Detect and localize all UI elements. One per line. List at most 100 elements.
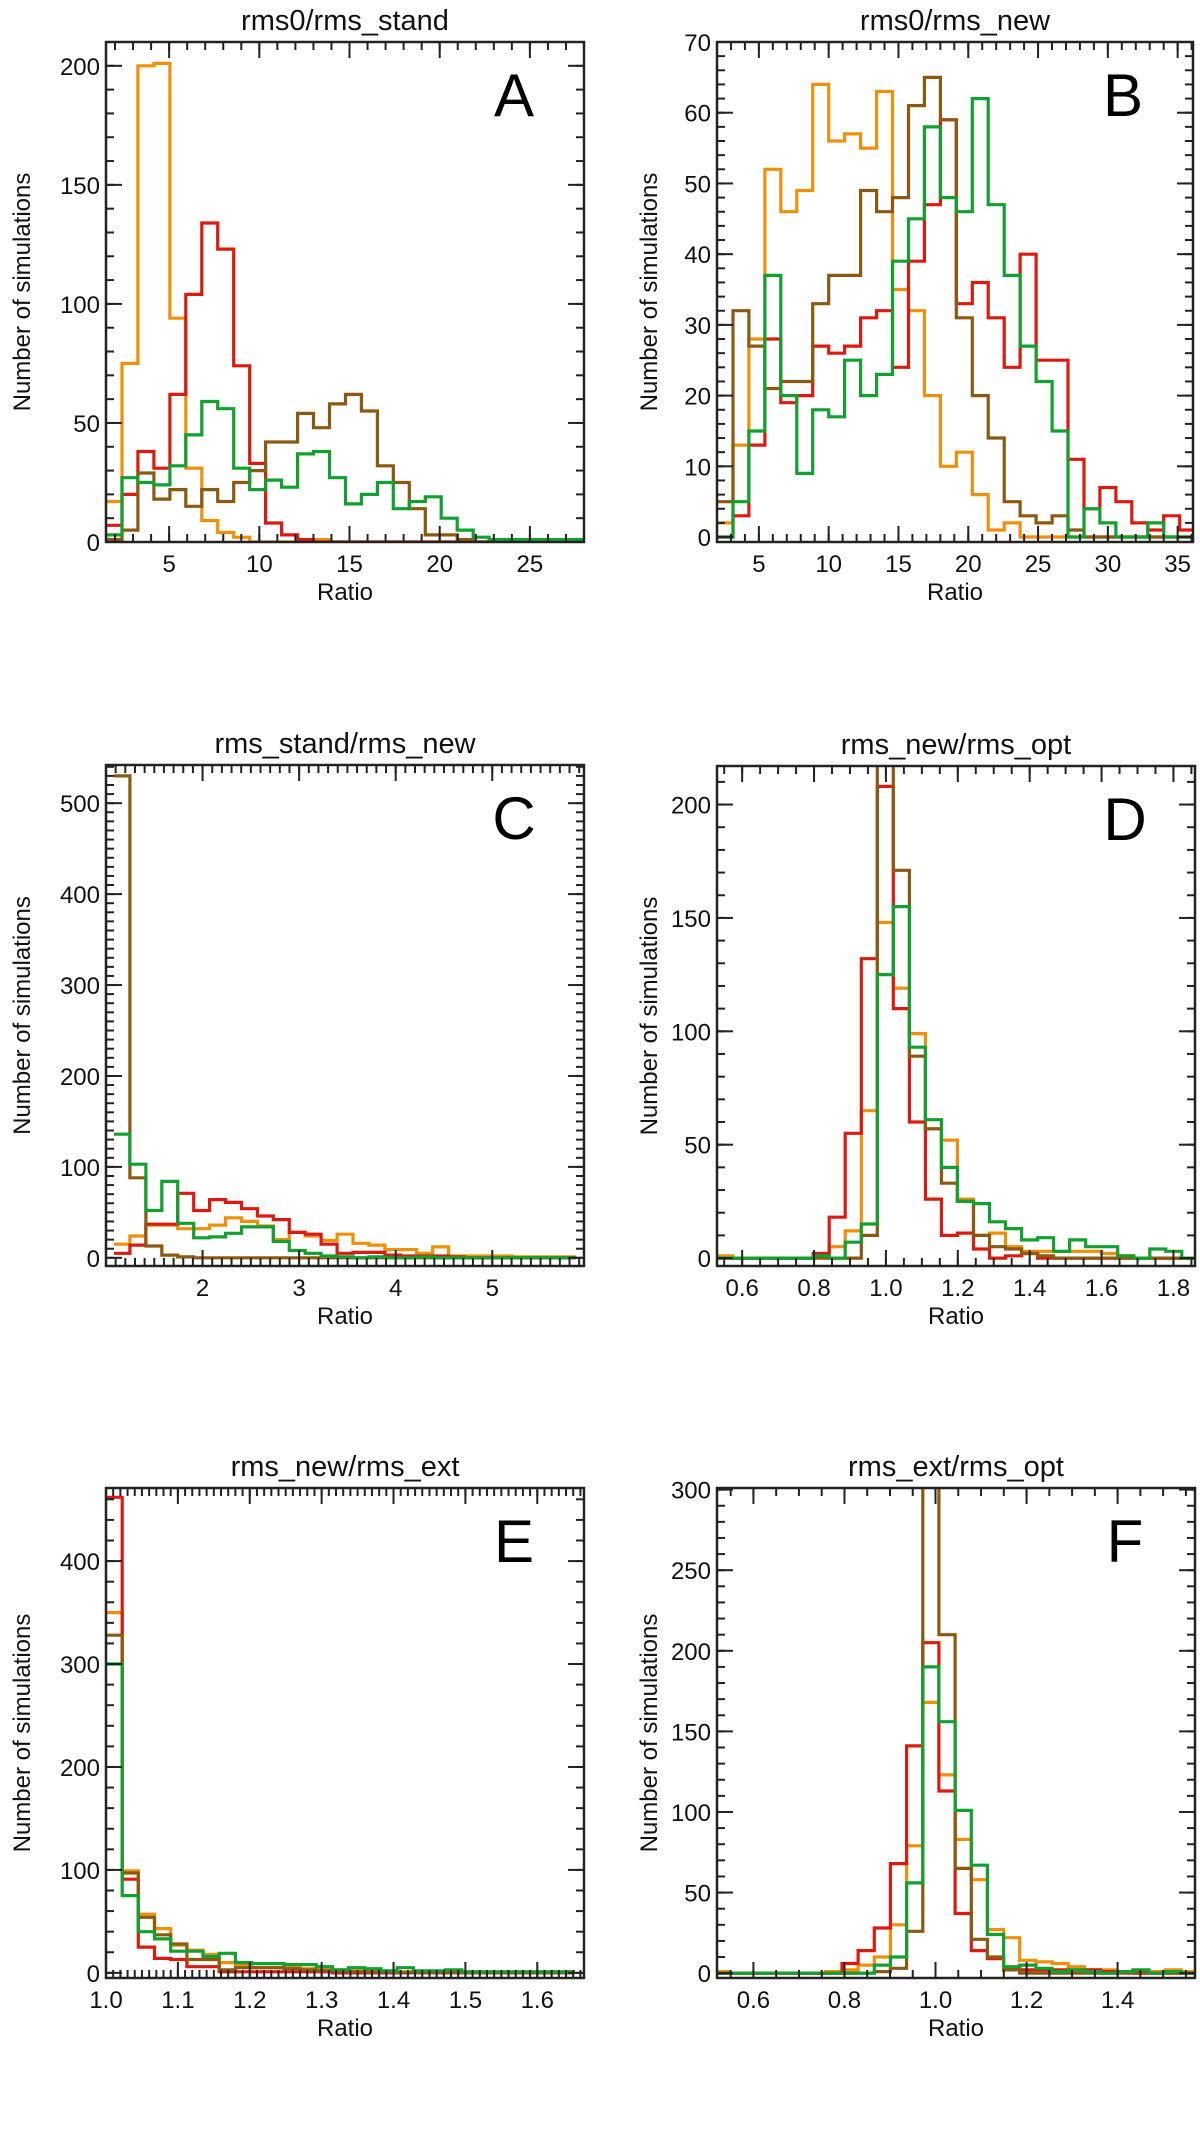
y-tick-label: 0 (698, 1961, 711, 1988)
series-green-line (717, 1665, 1195, 1975)
x-tick-label: 1.4 (1101, 1987, 1134, 2014)
x-tick-label: 1.2 (233, 1987, 266, 2014)
y-axis-label: Number of simulations (9, 173, 36, 412)
plot-frame (104, 1486, 586, 1980)
series-orange-line (106, 61, 584, 542)
y-tick-label: 100 (60, 1155, 100, 1182)
x-tick-label: 35 (1164, 551, 1191, 578)
x-tick-label: 4 (389, 1275, 402, 1302)
y-tick-label: 300 (60, 1652, 100, 1679)
x-tick-label: 0.8 (828, 1987, 861, 2014)
y-tick-label: 400 (60, 1549, 100, 1576)
series-brown-line (106, 1633, 575, 1975)
panel-title: rms_new/rms_opt (841, 729, 1071, 761)
x-axis-label: Ratio (317, 579, 373, 606)
y-tick-label: 50 (684, 171, 711, 198)
x-tick-label: 1.0 (919, 1987, 952, 2014)
y-tick-label: 30 (684, 313, 711, 340)
x-tick-label: 0.6 (737, 1987, 770, 2014)
y-tick-label: 200 (60, 1064, 100, 1091)
x-tick-label: 1.2 (1010, 1987, 1043, 2014)
y-tick-label: 250 (671, 1558, 711, 1585)
y-tick-label: 50 (684, 1881, 711, 1908)
x-axis-label: Ratio (928, 1303, 984, 1330)
y-tick-label: 0 (87, 530, 100, 557)
series-group (717, 766, 1195, 1260)
y-tick-label: 150 (671, 906, 711, 933)
y-tick-label: 100 (60, 292, 100, 319)
plot-frame (715, 1486, 1197, 1980)
x-axis-label: Ratio (317, 1303, 373, 1330)
series-green-line (106, 1662, 575, 1974)
panel-d: 0.6 0.8 1.0 1.2 1.4 1.6 1.8 0 50 100 150 200 rms_new… (636, 729, 1197, 1330)
panel-letter: D (1103, 786, 1146, 853)
panel-a: 5 10 15 20 25 0 50 100 150 200 rms0/rms_stand A Rati… (9, 5, 586, 606)
panel-title: rms_ext/rms_opt (848, 1451, 1064, 1483)
y-axis-label: Number of simulations (9, 1614, 36, 1853)
x-tick-label: 1.2 (941, 1275, 974, 1302)
series-orange-line (717, 920, 1195, 1260)
panel-title: rms0/rms_new (860, 5, 1051, 37)
y-tick-label: 150 (671, 1719, 711, 1746)
x-tick-label: 15 (885, 551, 912, 578)
x-tick-label: 20 (426, 551, 453, 578)
panel-b: 5 10 15 20 25 30 35 0 10 20 30 40 50 60 70 rms0/rms_new… (636, 5, 1195, 606)
y-tick-label: 100 (671, 1800, 711, 1827)
panel-letter: A (494, 62, 534, 129)
x-tick-label: 1.0 (869, 1275, 902, 1302)
panel-letter: B (1103, 62, 1143, 129)
x-tick-label: 15 (336, 551, 363, 578)
x-tick-label: 1.4 (1013, 1275, 1046, 1302)
series-red-line (106, 221, 584, 542)
x-tick-label: 1.4 (377, 1987, 410, 2014)
x-tick-label: 0.6 (725, 1275, 758, 1302)
x-tick-label: 10 (246, 551, 273, 578)
panel-letter: F (1107, 1508, 1144, 1575)
y-axis-label: Number of simulations (9, 896, 36, 1135)
panel-e: 1.0 1.1 1.2 1.3 1.4 1.5 1.6 0 100 200 300 400 rms_ne… (9, 1451, 586, 2042)
series-group (106, 61, 584, 542)
x-tick-label: 20 (955, 551, 982, 578)
x-axis-label: Ratio (317, 2015, 373, 2042)
x-tick-label: 25 (1025, 551, 1052, 578)
y-tick-label: 10 (684, 454, 711, 481)
y-tick-label: 0 (87, 1961, 100, 1988)
plot-frame (715, 764, 1197, 1268)
panel-letter: E (494, 1508, 534, 1575)
panel-letter: C (492, 785, 535, 852)
y-tick-label: 70 (684, 30, 711, 57)
x-tick-label: 1.0 (89, 1987, 122, 2014)
x-axis-label: Ratio (928, 2015, 984, 2042)
x-tick-label: 1.6 (1085, 1275, 1118, 1302)
x-tick-label: 2 (196, 1275, 209, 1302)
x-tick-label: 1.8 (1157, 1275, 1190, 1302)
x-tick-label: 30 (1094, 551, 1121, 578)
series-group (114, 774, 577, 1260)
y-tick-label: 100 (60, 1858, 100, 1885)
y-tick-label: 50 (73, 411, 100, 438)
panel-c: 2 3 4 5 0 100 200 300 400 500 rms_stand/rms_new C Ra… (9, 728, 586, 1330)
series-green-line (717, 905, 1195, 1260)
x-tick-label: 5 (486, 1275, 499, 1302)
x-tick-label: 1.6 (521, 1987, 554, 2014)
x-axis-label: Ratio (927, 579, 983, 606)
series-orange-line (106, 1611, 575, 1974)
panel-title: rms0/rms_stand (241, 5, 449, 37)
y-tick-label: 400 (60, 882, 100, 909)
y-tick-label: 300 (671, 1478, 711, 1505)
y-tick-label: 150 (60, 173, 100, 200)
x-tick-label: 10 (815, 551, 842, 578)
y-tick-label: 0 (698, 1246, 711, 1273)
x-tick-label: 0.8 (797, 1275, 830, 1302)
x-tick-label: 5 (162, 551, 175, 578)
series-brown-line (717, 75, 1193, 539)
x-tick-label: 1.1 (161, 1987, 194, 2014)
series-red-line (114, 1191, 577, 1260)
plot-frame (104, 763, 586, 1268)
y-axis-label: Number of simulations (636, 897, 663, 1136)
y-tick-label: 200 (60, 54, 100, 81)
y-tick-label: 200 (671, 1639, 711, 1666)
y-tick-label: 200 (671, 793, 711, 820)
y-tick-label: 0 (87, 1246, 100, 1273)
panel-title: rms_new/rms_ext (231, 1451, 460, 1483)
